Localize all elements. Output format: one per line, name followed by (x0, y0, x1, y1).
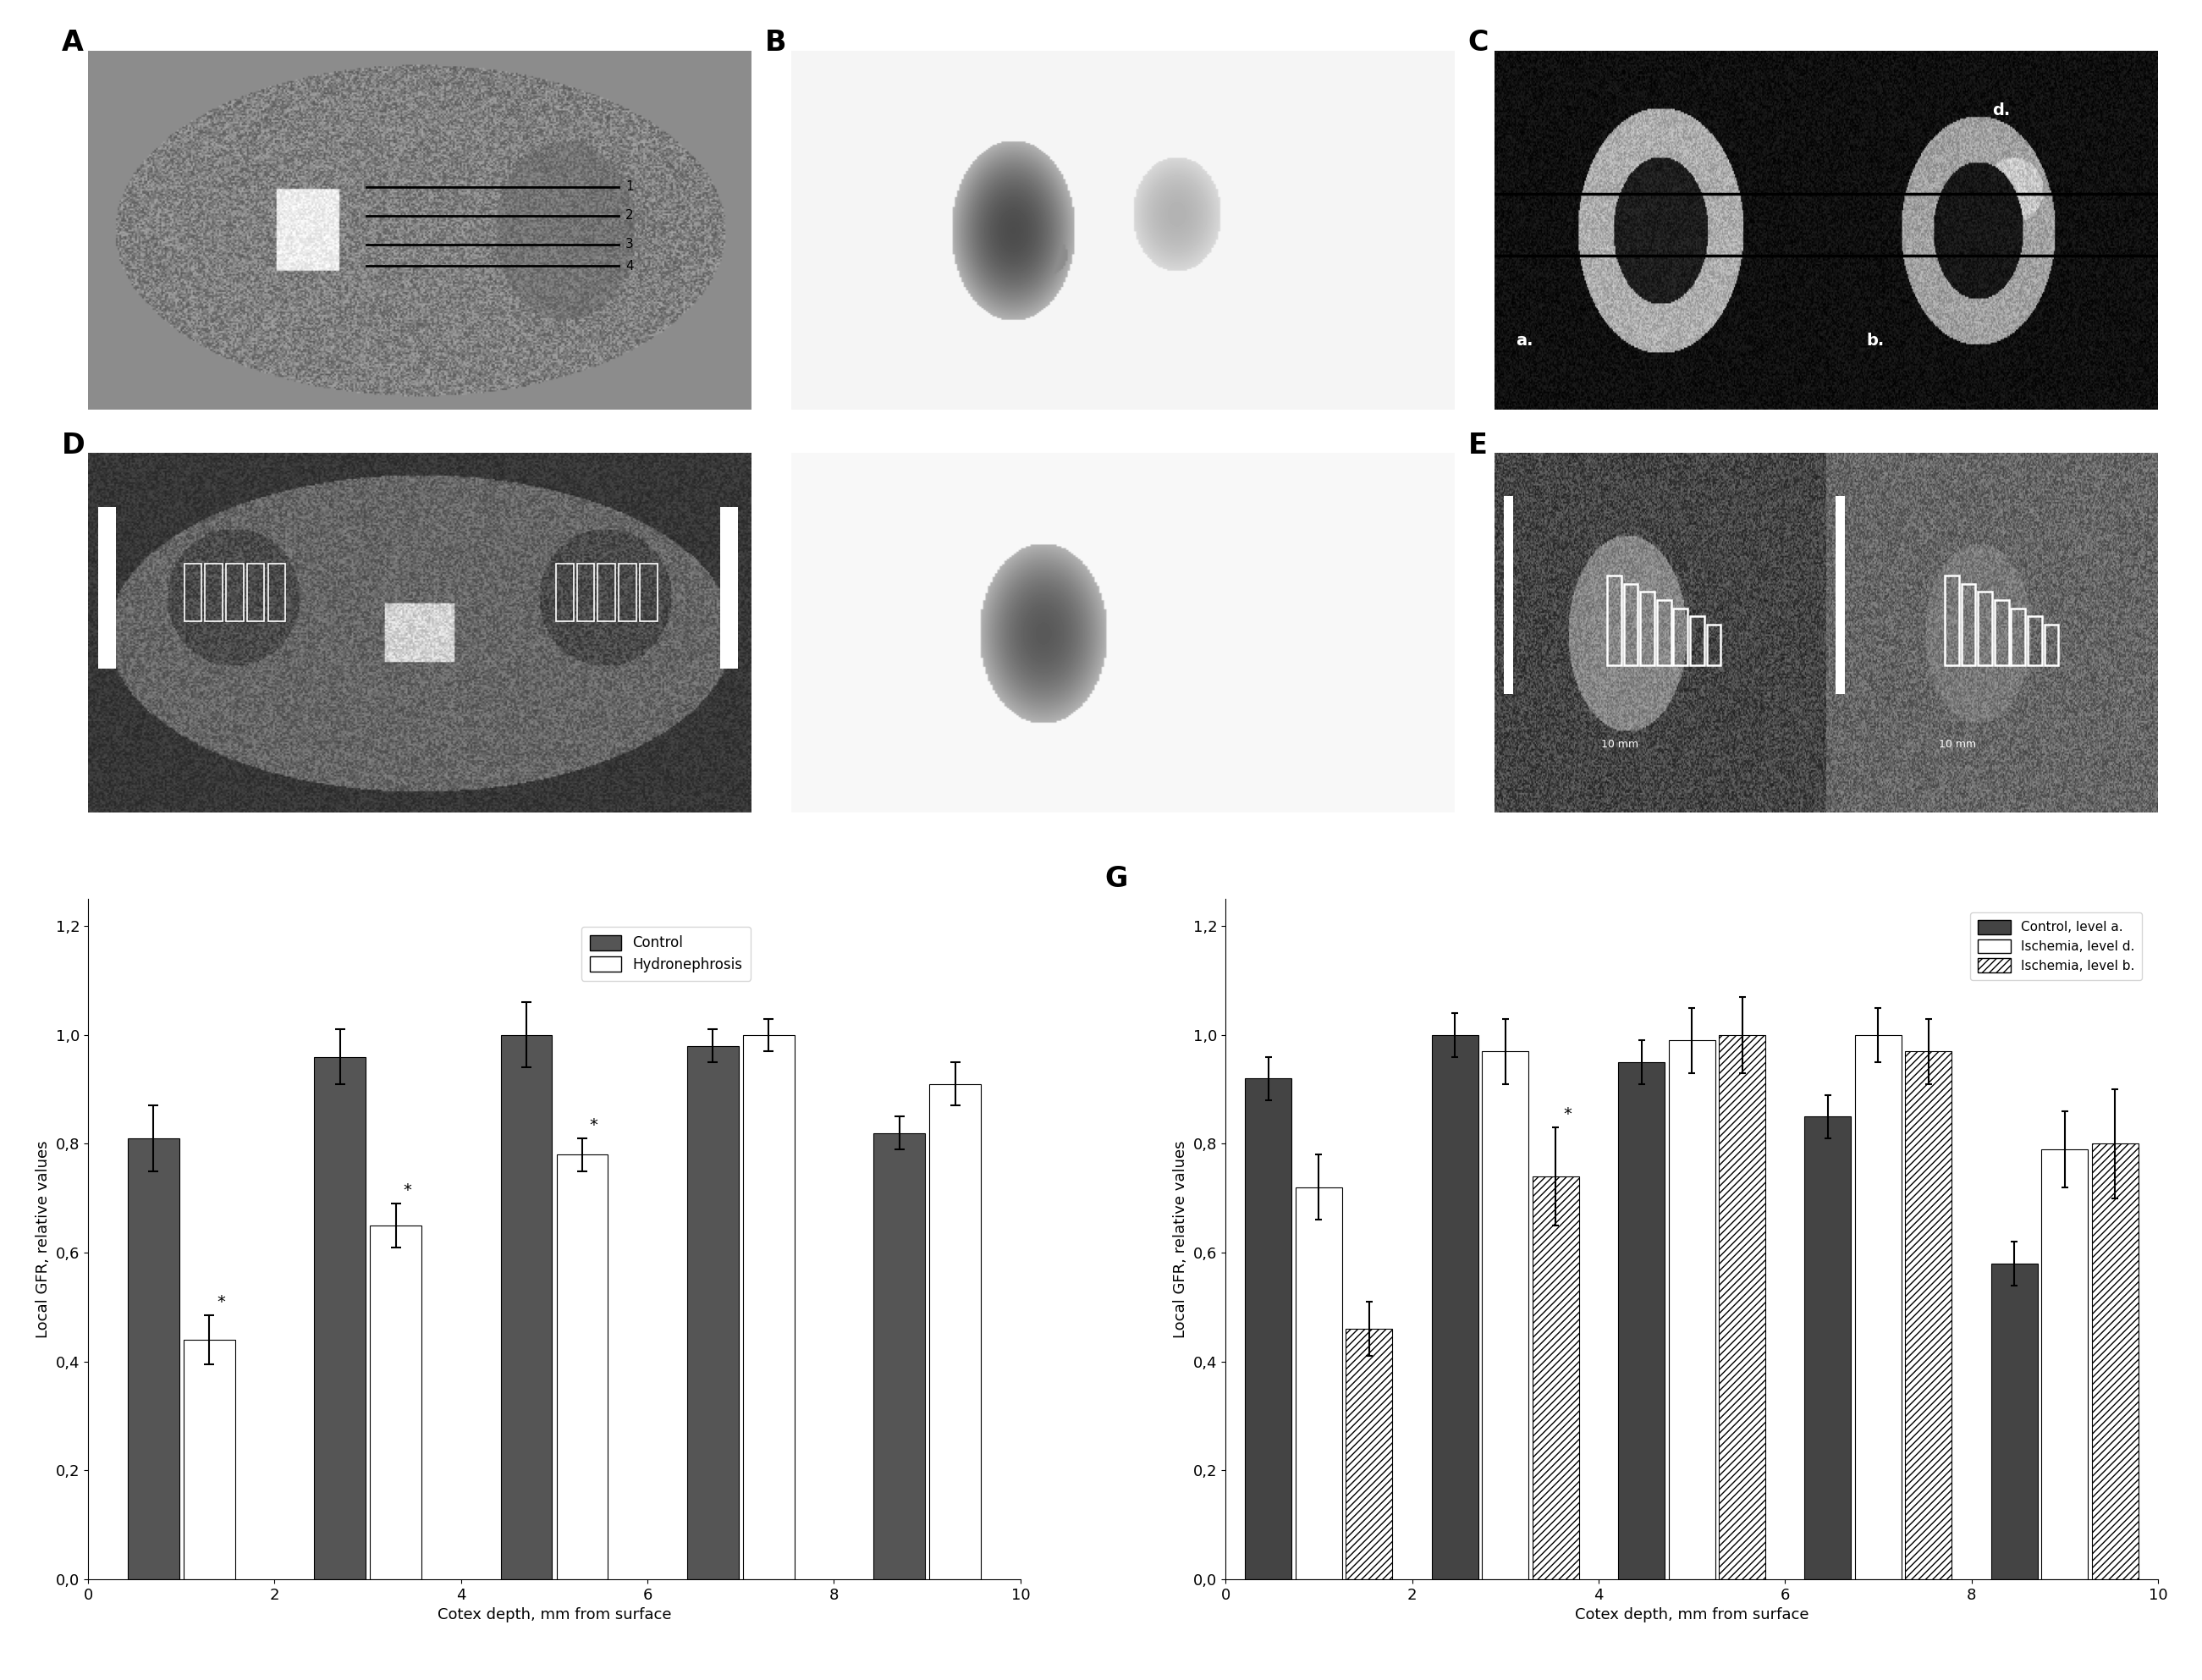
Bar (720, 507, 738, 669)
Bar (929, 1084, 980, 1579)
Bar (1707, 625, 1720, 665)
Bar (269, 564, 286, 622)
Text: B: B (764, 29, 786, 57)
Bar (1944, 576, 1960, 665)
Bar (577, 564, 595, 622)
Bar (370, 1225, 421, 1579)
Bar (555, 564, 573, 622)
Bar (1689, 617, 1704, 665)
Text: 10 mm: 10 mm (1601, 739, 1638, 751)
Bar (1504, 496, 1513, 694)
X-axis label: Cotex depth, mm from surface: Cotex depth, mm from surface (438, 1608, 672, 1623)
Text: 2: 2 (625, 210, 634, 222)
Text: 4: 4 (625, 260, 634, 272)
Text: d.: d. (1993, 102, 2010, 119)
Bar (205, 564, 222, 622)
Text: G: G (1105, 865, 1127, 892)
Text: a.: a. (1515, 333, 1533, 348)
Text: D: D (62, 432, 86, 459)
Bar (1854, 1035, 1903, 1579)
Bar (1977, 591, 1993, 665)
Bar (1836, 496, 1845, 694)
X-axis label: Cotex depth, mm from surface: Cotex depth, mm from surface (1574, 1608, 1808, 1623)
Bar (128, 1139, 178, 1579)
Bar (2028, 617, 2041, 665)
Bar (1995, 600, 2008, 665)
Bar (874, 1132, 925, 1579)
Bar (687, 1047, 738, 1579)
Bar (1533, 1176, 1579, 1579)
Bar (1640, 591, 1654, 665)
Y-axis label: Local GFR, relative values: Local GFR, relative values (35, 1141, 51, 1337)
Bar (2041, 1149, 2087, 1579)
Bar (1962, 583, 1975, 665)
Bar (2092, 1144, 2138, 1579)
Text: C: C (1469, 29, 1489, 57)
Bar (557, 1154, 608, 1579)
Bar (247, 564, 264, 622)
Text: *: * (1563, 1105, 1572, 1122)
Bar (500, 1035, 553, 1579)
Text: 10 mm: 10 mm (1938, 739, 1975, 751)
Legend: Control, Hydronephrosis: Control, Hydronephrosis (581, 926, 751, 981)
Bar (1669, 1040, 1715, 1579)
Text: b.: b. (1865, 333, 1885, 348)
Text: 1: 1 (625, 181, 634, 193)
Bar (1991, 1263, 2037, 1579)
Legend: Control, level a., Ischemia, level d., Ischemia, level b.: Control, level a., Ischemia, level d., I… (1971, 912, 2143, 981)
Bar (641, 564, 656, 622)
Bar (183, 1339, 236, 1579)
Bar (315, 1057, 366, 1579)
Bar (185, 564, 203, 622)
Text: E: E (1469, 432, 1486, 459)
Bar (1345, 1329, 1392, 1579)
Bar (99, 507, 117, 669)
Bar (599, 564, 614, 622)
Bar (2010, 608, 2026, 665)
Bar (2043, 625, 2059, 665)
Bar (1295, 1188, 1343, 1579)
Text: *: * (403, 1183, 412, 1198)
Y-axis label: Local GFR, relative values: Local GFR, relative values (1174, 1141, 1189, 1337)
Bar (1623, 583, 1638, 665)
Bar (1674, 608, 1687, 665)
Bar (742, 1035, 795, 1579)
Bar (1656, 600, 1671, 665)
Text: *: * (590, 1117, 599, 1132)
Bar (227, 564, 244, 622)
Bar (1244, 1079, 1293, 1579)
Bar (1607, 576, 1621, 665)
Bar (619, 564, 636, 622)
Bar (1431, 1035, 1478, 1579)
Text: A: A (62, 29, 84, 57)
Bar (1806, 1117, 1852, 1579)
Bar (1720, 1035, 1766, 1579)
Text: 3: 3 (625, 239, 634, 250)
Bar (1905, 1052, 1951, 1579)
Text: *: * (216, 1294, 225, 1310)
Bar (1482, 1052, 1528, 1579)
Bar (1618, 1062, 1665, 1579)
